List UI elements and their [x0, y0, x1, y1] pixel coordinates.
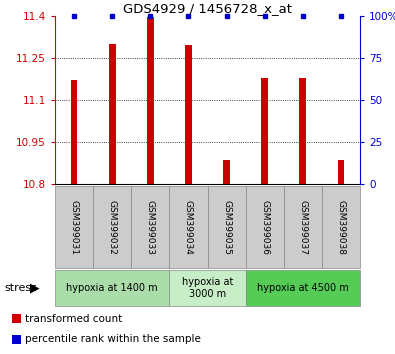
Bar [261, 78, 268, 184]
Text: GSM399036: GSM399036 [260, 200, 269, 255]
Bar [299, 78, 306, 184]
Title: GDS4929 / 1456728_x_at: GDS4929 / 1456728_x_at [123, 2, 292, 15]
Bar [12, 335, 21, 344]
Bar [55, 186, 93, 268]
Bar [322, 186, 360, 268]
Text: transformed count: transformed count [25, 314, 122, 324]
Text: GSM399032: GSM399032 [108, 200, 117, 255]
Bar [223, 160, 230, 184]
Bar [246, 186, 284, 268]
Bar [284, 186, 322, 268]
Bar [169, 186, 207, 268]
Text: hypoxia at 4500 m: hypoxia at 4500 m [257, 283, 349, 293]
Text: hypoxia at
3000 m: hypoxia at 3000 m [182, 277, 233, 299]
Text: GSM399031: GSM399031 [70, 200, 79, 255]
Text: GSM399033: GSM399033 [146, 200, 155, 255]
Bar [185, 45, 192, 184]
Text: GSM399037: GSM399037 [298, 200, 307, 255]
Text: hypoxia at 1400 m: hypoxia at 1400 m [66, 283, 158, 293]
Text: stress: stress [4, 283, 37, 293]
Bar [71, 80, 77, 184]
Bar [55, 270, 169, 306]
Bar [246, 270, 360, 306]
Text: GSM399035: GSM399035 [222, 200, 231, 255]
Bar [169, 270, 246, 306]
Text: GSM399038: GSM399038 [337, 200, 346, 255]
Bar [93, 186, 131, 268]
Bar [207, 186, 246, 268]
Text: GSM399034: GSM399034 [184, 200, 193, 255]
Bar [131, 186, 169, 268]
Bar [12, 314, 21, 323]
Text: ▶: ▶ [30, 281, 40, 295]
Bar [147, 17, 154, 184]
Bar [337, 160, 344, 184]
Text: percentile rank within the sample: percentile rank within the sample [25, 335, 201, 344]
Bar [109, 44, 116, 184]
